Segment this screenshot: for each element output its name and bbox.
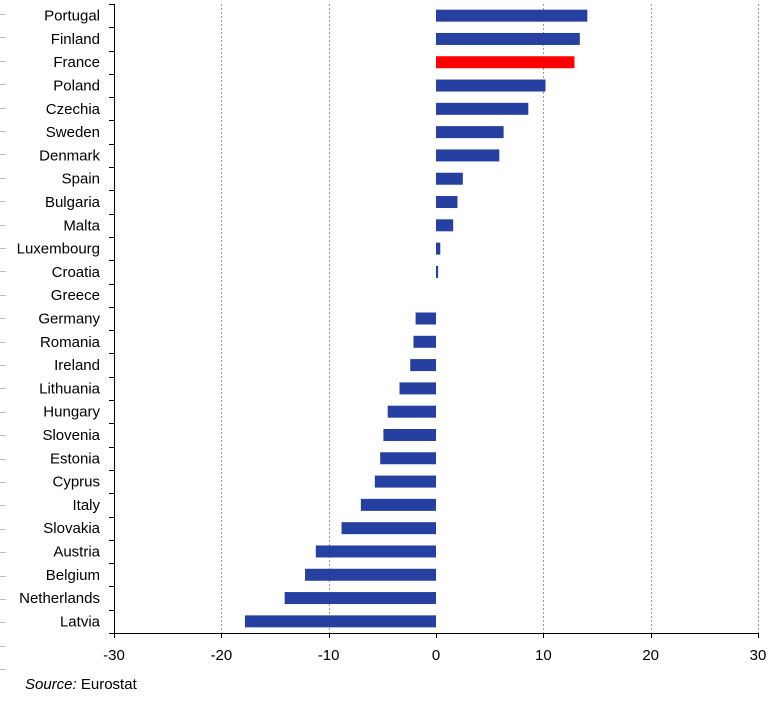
bar [436, 126, 504, 139]
bar [374, 475, 436, 488]
bar [436, 32, 580, 45]
category-label: Czechia [46, 101, 101, 118]
category-label: Romania [40, 334, 101, 351]
bar [387, 405, 436, 418]
bar [436, 219, 454, 232]
bar [315, 545, 436, 558]
category-label: Estonia [50, 450, 101, 467]
source-note: Source: Eurostat [25, 676, 137, 693]
x-tick-label: 20 [642, 647, 659, 664]
bar [436, 242, 441, 255]
category-label: Italy [72, 497, 100, 514]
bar [436, 102, 529, 115]
bar [436, 149, 500, 162]
bar [284, 592, 436, 605]
category-label: Belgium [46, 567, 100, 584]
category-label: Slovakia [43, 520, 100, 537]
x-tick-label: -20 [210, 647, 232, 664]
source-text: Eurostat [80, 676, 137, 693]
bar [415, 312, 436, 325]
bar [436, 172, 463, 185]
source-label: Source: [25, 676, 77, 693]
bar [436, 196, 458, 209]
category-label: Greece [51, 287, 100, 304]
category-label: Finland [51, 31, 100, 48]
bar [360, 498, 436, 511]
bar [380, 452, 436, 465]
x-tick-label: 0 [432, 647, 440, 664]
category-label: Poland [53, 78, 100, 95]
bar [399, 382, 436, 395]
category-label: Cyprus [52, 474, 100, 491]
bar [413, 335, 436, 348]
category-label: Luxembourg [17, 241, 100, 258]
bar [305, 568, 436, 581]
category-label: Slovenia [42, 427, 100, 444]
x-tick-label: -10 [318, 647, 340, 664]
bar [410, 359, 436, 372]
category-label: Hungary [43, 404, 100, 421]
x-tick-label: 30 [750, 647, 767, 664]
bar [436, 56, 575, 69]
x-tick-label: -30 [103, 647, 125, 664]
category-label: Denmark [39, 147, 100, 164]
bar [383, 428, 436, 441]
bar [341, 522, 436, 535]
category-label: Portugal [44, 8, 100, 25]
category-label: Sweden [46, 124, 100, 141]
bar [436, 9, 588, 22]
bar [436, 265, 439, 278]
category-label: Ireland [54, 357, 100, 374]
category-label: Latvia [60, 613, 101, 630]
category-label: Germany [38, 311, 100, 328]
category-label: Austria [53, 543, 100, 560]
category-label: Lithuania [39, 380, 101, 397]
category-label: Croatia [52, 264, 101, 281]
bar [244, 615, 436, 628]
category-label: Spain [62, 171, 100, 188]
category-label: Netherlands [19, 590, 100, 607]
category-label: Malta [63, 217, 100, 234]
x-tick-label: 10 [535, 647, 552, 664]
category-label: Bulgaria [45, 194, 101, 211]
bar [436, 79, 546, 92]
category-label: France [53, 54, 100, 71]
